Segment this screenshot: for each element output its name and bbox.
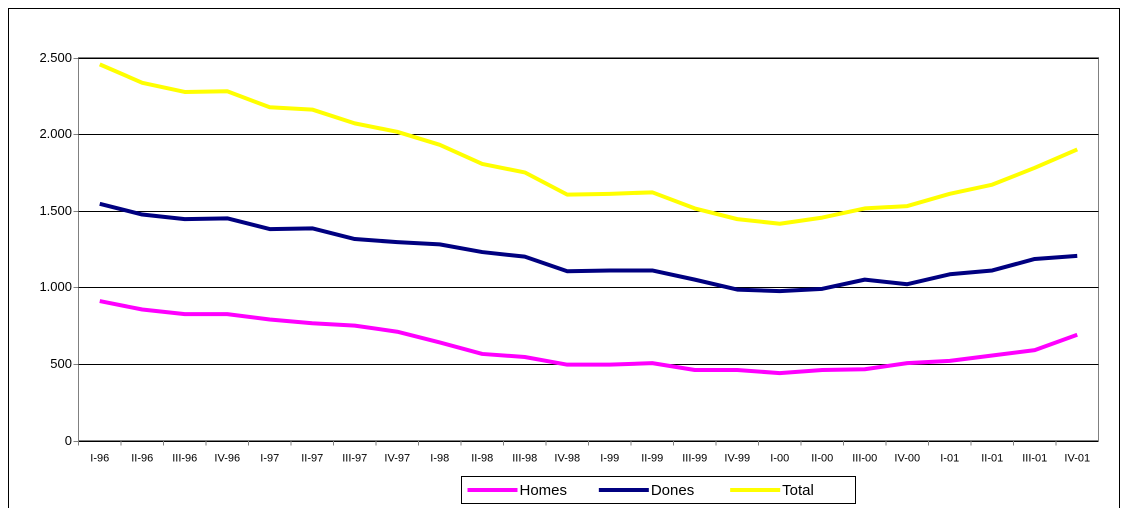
x-tick-label: I-99 (600, 452, 619, 464)
y-tick-label: 0 (65, 433, 72, 448)
x-tick-label: II-98 (471, 452, 493, 464)
x-tick-label: I-00 (770, 452, 789, 464)
series-line (99, 299, 1078, 376)
x-tick-label: I-01 (940, 452, 959, 464)
legend-label: Total (782, 482, 814, 499)
x-tick-label: III-98 (512, 452, 537, 464)
x-tick-label: I-98 (430, 452, 449, 464)
chart-frame (8, 8, 1120, 513)
x-tick-label: I-97 (260, 452, 279, 464)
y-tick-label: 2.000 (39, 126, 72, 141)
x-tick-label: III-00 (852, 452, 877, 464)
x-tick-label: IV-98 (554, 452, 580, 464)
x-tick-label: IV-97 (384, 452, 410, 464)
x-tick-label: II-99 (641, 452, 663, 464)
x-tick-label: I-96 (90, 452, 109, 464)
x-tick-label: III-99 (682, 452, 707, 464)
y-tick-label: 1.000 (39, 279, 72, 294)
legend-label: Homes (520, 482, 568, 499)
x-tick-label: IV-00 (894, 452, 920, 464)
x-tick-label: III-97 (342, 452, 367, 464)
x-tick-label: IV-96 (214, 452, 240, 464)
series-line (98, 62, 1079, 226)
y-tick-label: 2.500 (39, 50, 72, 65)
y-tick-label: 1.500 (39, 203, 72, 218)
plot-area (78, 57, 1099, 441)
y-tick-label: 500 (50, 356, 72, 371)
legend-label: Dones (651, 482, 694, 499)
x-tick-label: II-96 (131, 452, 153, 464)
series-line (99, 201, 1078, 294)
legend-box (461, 476, 856, 504)
x-tick-label: IV-99 (724, 452, 750, 464)
x-tick-label: IV-01 (1064, 452, 1090, 464)
x-tick-label: III-96 (172, 452, 197, 464)
x-tick-label: II-00 (811, 452, 833, 464)
x-tick-label: II-97 (301, 452, 323, 464)
x-tick-label: III-01 (1022, 452, 1047, 464)
x-tick-label: II-01 (981, 452, 1003, 464)
